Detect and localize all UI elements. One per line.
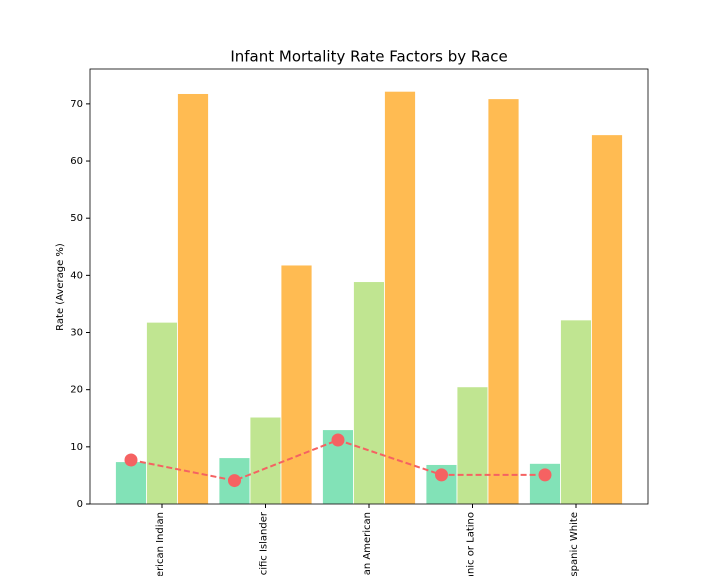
chart-title: Infant Mortality Rate Factors by Race [230, 48, 507, 66]
bar [146, 321, 178, 505]
x-tick-label: cific Islander [259, 511, 270, 575]
bar [177, 93, 209, 505]
bar [487, 98, 520, 505]
y-tick-label: 20 [70, 385, 83, 396]
y-tick-label: 40 [70, 270, 83, 281]
bar [249, 416, 282, 505]
line-marker [435, 468, 448, 482]
x-tick-label: spanic White [569, 512, 580, 576]
x-tick-label: anic or Latino [466, 512, 477, 576]
line-marker [124, 453, 138, 467]
y-tick-label: 50 [70, 213, 83, 224]
y-axis-label: Rate (Average %) [55, 243, 66, 331]
bar [560, 319, 592, 505]
y-tick-label: 10 [70, 442, 83, 453]
line-marker [538, 468, 552, 482]
x-tick-label: an American [362, 512, 373, 575]
y-tick-label: 60 [70, 156, 83, 167]
y-tick-label: 30 [70, 328, 83, 339]
x-tick-label: erican Indian [155, 512, 166, 576]
bar [115, 461, 147, 505]
bar [384, 90, 416, 505]
line-marker [228, 474, 241, 488]
bar [353, 281, 385, 505]
y-tick-label: 70 [70, 99, 83, 110]
bar [591, 134, 623, 505]
bar [456, 386, 489, 505]
y-tick-label: 0 [77, 499, 83, 510]
bar [280, 264, 313, 505]
line-marker [331, 433, 345, 447]
